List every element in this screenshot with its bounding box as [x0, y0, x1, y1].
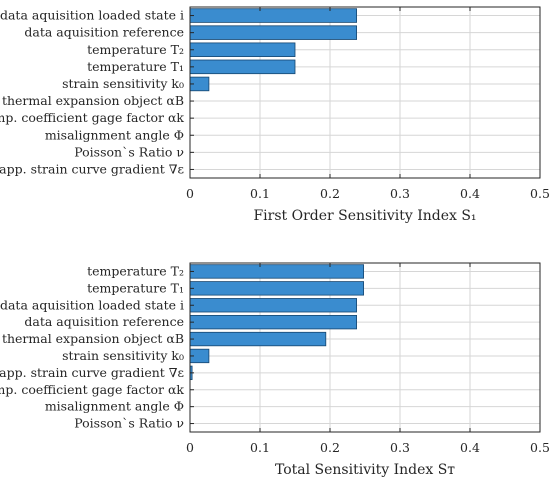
category-label: temp. coefficient gage factor αk	[0, 382, 184, 397]
x-axis-title: First Order Sensitivity Index S₁	[253, 208, 476, 224]
x-tick-label: 0	[186, 440, 194, 455]
x-tick-label: 0	[186, 186, 194, 201]
category-label: temperature T₂	[87, 263, 184, 278]
category-label: temperature T₂	[87, 42, 184, 57]
category-label: temperature T₁	[87, 280, 184, 295]
bar	[189, 264, 365, 279]
category-label: Poisson`s Ratio ν	[74, 144, 184, 159]
category-label: thermal expansion object αB	[2, 93, 184, 108]
bar	[189, 281, 365, 296]
bar	[189, 25, 358, 40]
category-label: strain sensitivity k₀	[62, 76, 184, 91]
bar	[189, 59, 296, 75]
category-label: data aquisition loaded state i	[0, 297, 184, 312]
x-tick-label: 0.4	[460, 440, 480, 455]
axes-frame	[189, 262, 541, 433]
bar	[189, 42, 296, 57]
x-tick-label: 0.1	[250, 440, 270, 455]
x-tick-label: 0.5	[530, 440, 550, 455]
category-label: app. strain curve gradient ∇ε	[0, 365, 184, 380]
category-label: thermal expansion object αB	[2, 331, 184, 346]
x-tick-label: 0.3	[390, 186, 410, 201]
bar	[189, 8, 358, 23]
category-label: temp. coefficient gage factor αk	[0, 110, 184, 125]
x-tick-label: 0.1	[250, 186, 270, 201]
axes-frame	[189, 6, 541, 179]
x-tick-label: 0.4	[460, 186, 480, 201]
category-label: data aquisition loaded state i	[0, 8, 184, 23]
category-label: temperature T₁	[87, 59, 184, 74]
category-label: misalignment angle Φ	[45, 399, 184, 414]
x-tick-label: 0.3	[390, 440, 410, 455]
category-label: data aquisition reference	[24, 25, 184, 40]
category-label: Poisson`s Ratio ν	[74, 416, 184, 431]
category-label: data aquisition reference	[24, 314, 184, 329]
x-axis-title: Total Sensitivity Index Sᴛ	[275, 462, 455, 478]
chart-panel-2: 0 0.1 0.2 0.3 0.4 0.5 temperature T₂ temperatur…	[0, 262, 550, 478]
x-tick-label: 0.5	[530, 186, 550, 201]
category-label: app. strain curve gradient ∇ε	[0, 161, 184, 176]
bar	[189, 298, 358, 313]
x-tick-label: 0.2	[320, 440, 340, 455]
bar	[189, 331, 327, 347]
bar	[189, 314, 358, 330]
category-label: strain sensitivity k₀	[62, 348, 184, 363]
x-tick-label: 0.2	[320, 186, 340, 201]
chart-panel-1: 0 0.1 0.2 0.3 0.4 0.5 data aquisition loaded s…	[0, 6, 550, 224]
category-label: misalignment angle Φ	[45, 127, 184, 142]
